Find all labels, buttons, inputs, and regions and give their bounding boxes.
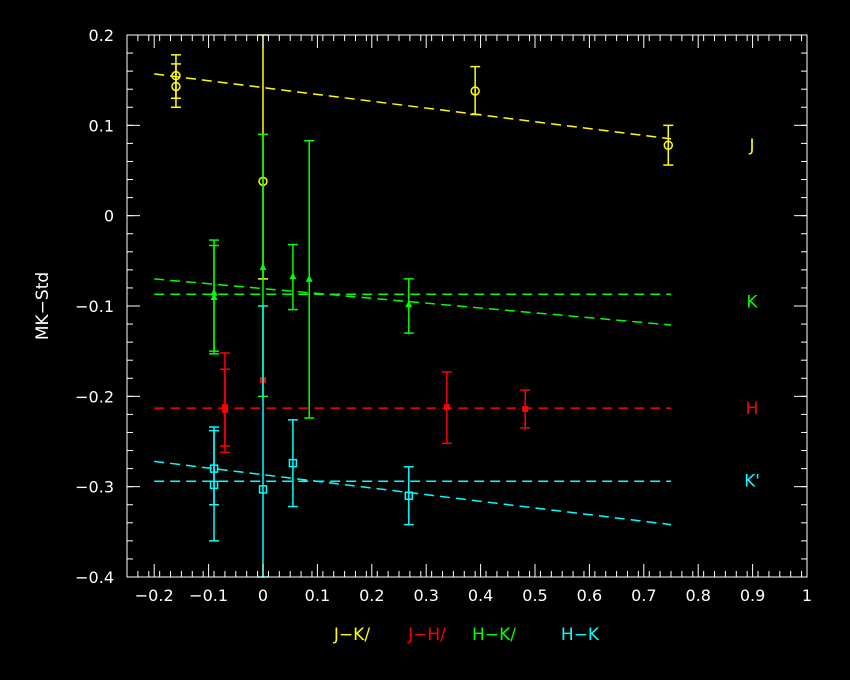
data-point: [404, 491, 414, 500]
tick-labels: −0.2 −0.1 0 0.1 0.2 0.3 0.4 0.5 0.6 0.7 0.8 0.9 1 −0.…: [75, 26, 812, 605]
y-axis-title: MK−Std: [33, 272, 53, 340]
x-tick-label: 0.1: [305, 586, 330, 605]
x-tick-label: 0.3: [413, 586, 438, 605]
x-tick-label: 0.6: [577, 586, 602, 605]
data-point: [289, 272, 297, 280]
fit-line: [154, 278, 672, 326]
x-tick-label: 0.4: [468, 586, 493, 605]
y-tick-label: −0.2: [75, 387, 114, 406]
y-tick-label: −0.4: [75, 568, 114, 587]
x-tick-label: −0.2: [135, 586, 174, 605]
series-labels: J K H K': [744, 136, 760, 491]
data-point: [221, 404, 228, 411]
x-tick-label: 1: [802, 586, 812, 605]
data-point: [305, 274, 313, 282]
data-point: [259, 263, 267, 271]
fit-lines: [154, 73, 672, 526]
data-point: [171, 81, 181, 92]
x-tick-label: −0.1: [189, 586, 228, 605]
x-tick-label: 0.9: [740, 586, 765, 605]
legend-item: J−K/: [333, 625, 370, 645]
axis-ticks: [126, 34, 808, 578]
x-tick-label: 0: [258, 586, 268, 605]
data-point: [443, 404, 450, 411]
data-point: [209, 480, 219, 490]
data-point: [663, 140, 674, 150]
data-point: [405, 300, 413, 308]
y-tick-label: −0.1: [75, 297, 114, 316]
series-label: K: [746, 292, 758, 312]
series-label: H: [746, 399, 759, 419]
legend-item: H−K: [561, 625, 600, 645]
x-tick-label: 0.5: [522, 586, 547, 605]
data-point: [522, 405, 529, 412]
x-tick-label: 0.7: [631, 586, 656, 605]
y-tick-label: 0.1: [89, 116, 114, 135]
y-tick-label: −0.3: [75, 478, 114, 497]
data-point: [470, 86, 480, 96]
data-point: [210, 288, 218, 296]
legend-item: H−K/: [472, 625, 516, 645]
series-label: J: [748, 136, 754, 156]
legend-item: J−H/: [407, 625, 446, 645]
legend: J−K/J−H/H−K/H−K: [333, 625, 600, 645]
x-tick-label: 0.8: [685, 586, 710, 605]
fit-line: [154, 73, 672, 140]
y-tick-label: 0: [104, 207, 114, 226]
series-label: K': [744, 471, 760, 491]
data-points: [170, 34, 674, 578]
data-point: [258, 485, 268, 494]
data-point: [288, 458, 298, 468]
x-tick-label: 0.2: [359, 586, 384, 605]
y-tick-label: 0.2: [89, 26, 114, 45]
